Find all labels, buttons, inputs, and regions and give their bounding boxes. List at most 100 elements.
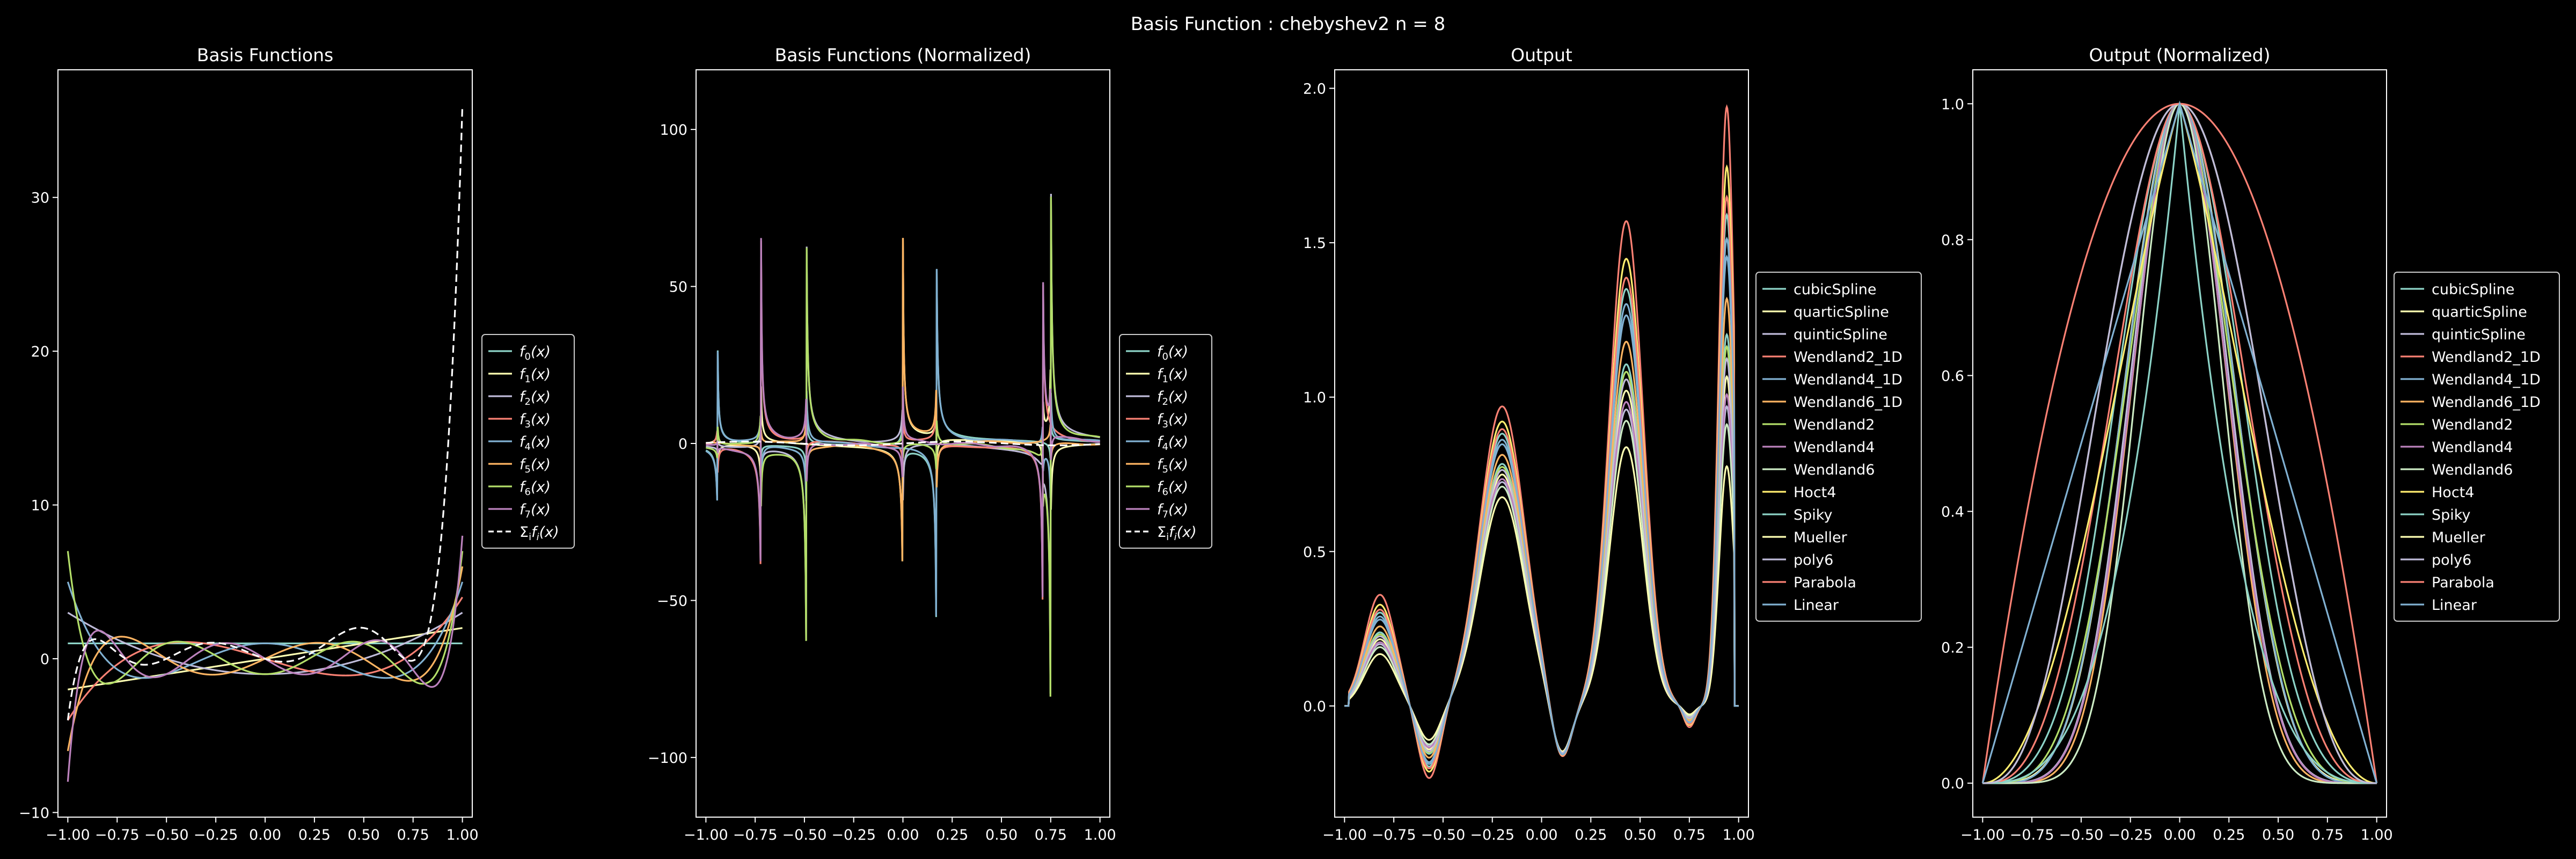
x-tick-label: 0.75 <box>397 827 429 843</box>
legend-frame <box>481 334 575 549</box>
legend-label: Wendland6_1D <box>2432 394 2541 411</box>
y-tick-label: 2.0 <box>1303 81 1326 98</box>
x-tick-label: −1.00 <box>46 827 90 843</box>
x-tick-label: −0.50 <box>2059 827 2104 843</box>
y-tick-label: −10 <box>19 805 49 821</box>
y-tick-label: 0.0 <box>1303 698 1326 715</box>
x-tick-label: −0.25 <box>194 827 238 843</box>
x-tick-label: 0.75 <box>2311 827 2344 843</box>
y-tick-label: 50 <box>669 279 687 296</box>
y-tick-label: 0.2 <box>1941 640 1964 657</box>
legend-label: Spiky <box>1794 507 1832 523</box>
x-tick-label: −0.75 <box>1372 827 1416 843</box>
y-tick-label: 100 <box>660 122 687 139</box>
panels: Basis Functions−1.00 −0.75 −0.50 −0.25 0.00 0… <box>19 45 2560 843</box>
legend-label: Hoct4 <box>2432 484 2474 501</box>
legend-label: Wendland2_1D <box>2432 349 2541 366</box>
x-tick-label: 0.00 <box>887 827 919 843</box>
y-tick-label: 0.0 <box>1941 776 1964 792</box>
legend-label: Parabola <box>2432 574 2494 591</box>
legend-frame <box>1119 334 1212 549</box>
legend: cubicSpline quarticSpline quinticSpline Wen… <box>2394 272 2560 622</box>
legend-label: Wendland2_1D <box>1794 349 1902 366</box>
x-tick-label: −0.50 <box>1421 827 1466 843</box>
x-tick-label: −0.25 <box>831 827 876 843</box>
series-group <box>67 105 464 782</box>
series-line-14 <box>1981 100 2378 784</box>
legend-label: Parabola <box>1794 574 1856 591</box>
y-tick-label: 0.5 <box>1303 544 1326 560</box>
x-tick-label: −0.50 <box>144 827 189 843</box>
y-tick-label: 0.4 <box>1941 504 1964 521</box>
x-tick-label: −0.75 <box>2010 827 2054 843</box>
legend-label: f1(x) <box>519 366 551 385</box>
legend: f0(x) f1(x) f2(x) f3(x) f4(x) f5(x) f6(x) f7(x)… <box>481 334 575 549</box>
legend-label: Wendland6 <box>2432 462 2513 478</box>
legend-label: f7(x) <box>519 501 551 520</box>
series-line-7 <box>706 238 1100 598</box>
x-tick-label: 0.50 <box>2262 827 2294 843</box>
chart-title: Basis Functions <box>197 45 333 65</box>
series-group <box>1344 104 1739 779</box>
x-tick-label: 0.25 <box>936 827 968 843</box>
series-line-4 <box>67 581 464 679</box>
x-tick-label: −1.00 <box>1960 827 2005 843</box>
legend: f0(x) f1(x) f2(x) f3(x) f4(x) f5(x) f6(x) f7(x)… <box>1119 334 1212 549</box>
chart-title: Basis Functions (Normalized) <box>775 45 1031 65</box>
y-tick-label: 0 <box>40 651 49 668</box>
y-tick-label: 0.8 <box>1941 232 1964 249</box>
legend-label: cubicSpline <box>2432 281 2514 298</box>
legend: cubicSpline quarticSpline quinticSpline Wen… <box>1755 272 1922 622</box>
x-tick-label: −1.00 <box>1322 827 1367 843</box>
x-tick-label: 0.25 <box>2213 827 2245 843</box>
x-tick-label: 1.00 <box>1723 827 1755 843</box>
legend-label: Linear <box>1794 597 1839 614</box>
y-tick-label: −50 <box>657 593 687 609</box>
legend-label: Wendland4_1D <box>1794 372 1902 388</box>
legend-label: f7(x) <box>1157 501 1188 520</box>
x-tick-label: 0.25 <box>1575 827 1607 843</box>
legend-label: Wendland4_1D <box>2432 372 2541 388</box>
x-tick-label: −0.25 <box>2108 827 2153 843</box>
legend-label: Wendland4 <box>1794 439 1875 456</box>
legend-label: Wendland2 <box>2432 417 2513 433</box>
legend-label: Mueller <box>2432 529 2486 546</box>
x-tick-label: 0.50 <box>1624 827 1656 843</box>
series-group <box>705 194 1100 697</box>
y-tick-label: 1.0 <box>1303 390 1326 406</box>
legend-frame <box>2394 272 2560 622</box>
x-tick-label: 0.00 <box>1525 827 1557 843</box>
x-tick-label: 1.00 <box>2361 827 2393 843</box>
legend-label: Mueller <box>1794 529 1848 546</box>
y-tick-label: 1.5 <box>1303 235 1326 252</box>
legend-label: Spiky <box>2432 507 2470 523</box>
legend-label: f1(x) <box>1157 366 1188 385</box>
legend-label: quarticSpline <box>2432 304 2527 321</box>
legend-label: f3(x) <box>1157 411 1188 430</box>
series-line-8 <box>706 440 1100 447</box>
chart-panel: Basis Functions −1.00 −0.75 −0.50 −0.25 0.00 0… <box>19 45 575 843</box>
chart-title: Output <box>1511 45 1572 65</box>
series-line-8 <box>67 105 464 720</box>
legend-frame <box>1755 272 1922 622</box>
x-tick-label: −0.25 <box>1470 827 1514 843</box>
legend-label: Σifi(x) <box>519 524 559 543</box>
x-tick-label: 0.75 <box>1035 827 1067 843</box>
y-tick-label: 20 <box>31 344 49 360</box>
legend-label: f5(x) <box>519 456 551 475</box>
legend-label: f0(x) <box>1157 344 1188 362</box>
legend-label: f6(x) <box>1157 479 1188 498</box>
x-tick-label: −0.50 <box>782 827 827 843</box>
legend-label: poly6 <box>2432 552 2471 569</box>
legend-label: f4(x) <box>1157 434 1188 453</box>
x-tick-label: 0.25 <box>298 827 331 843</box>
x-tick-label: −1.00 <box>684 827 728 843</box>
x-tick-label: 0.00 <box>2163 827 2196 843</box>
legend-label: quinticSpline <box>1794 326 1887 343</box>
chart-panel: Output −1.00 −0.75 −0.50 −0.25 0.00 0.25 0.50 0.… <box>1303 45 1922 843</box>
legend-label: Wendland2 <box>1794 417 1875 433</box>
legend-label: f3(x) <box>519 411 551 430</box>
legend-label: f2(x) <box>1157 389 1188 407</box>
